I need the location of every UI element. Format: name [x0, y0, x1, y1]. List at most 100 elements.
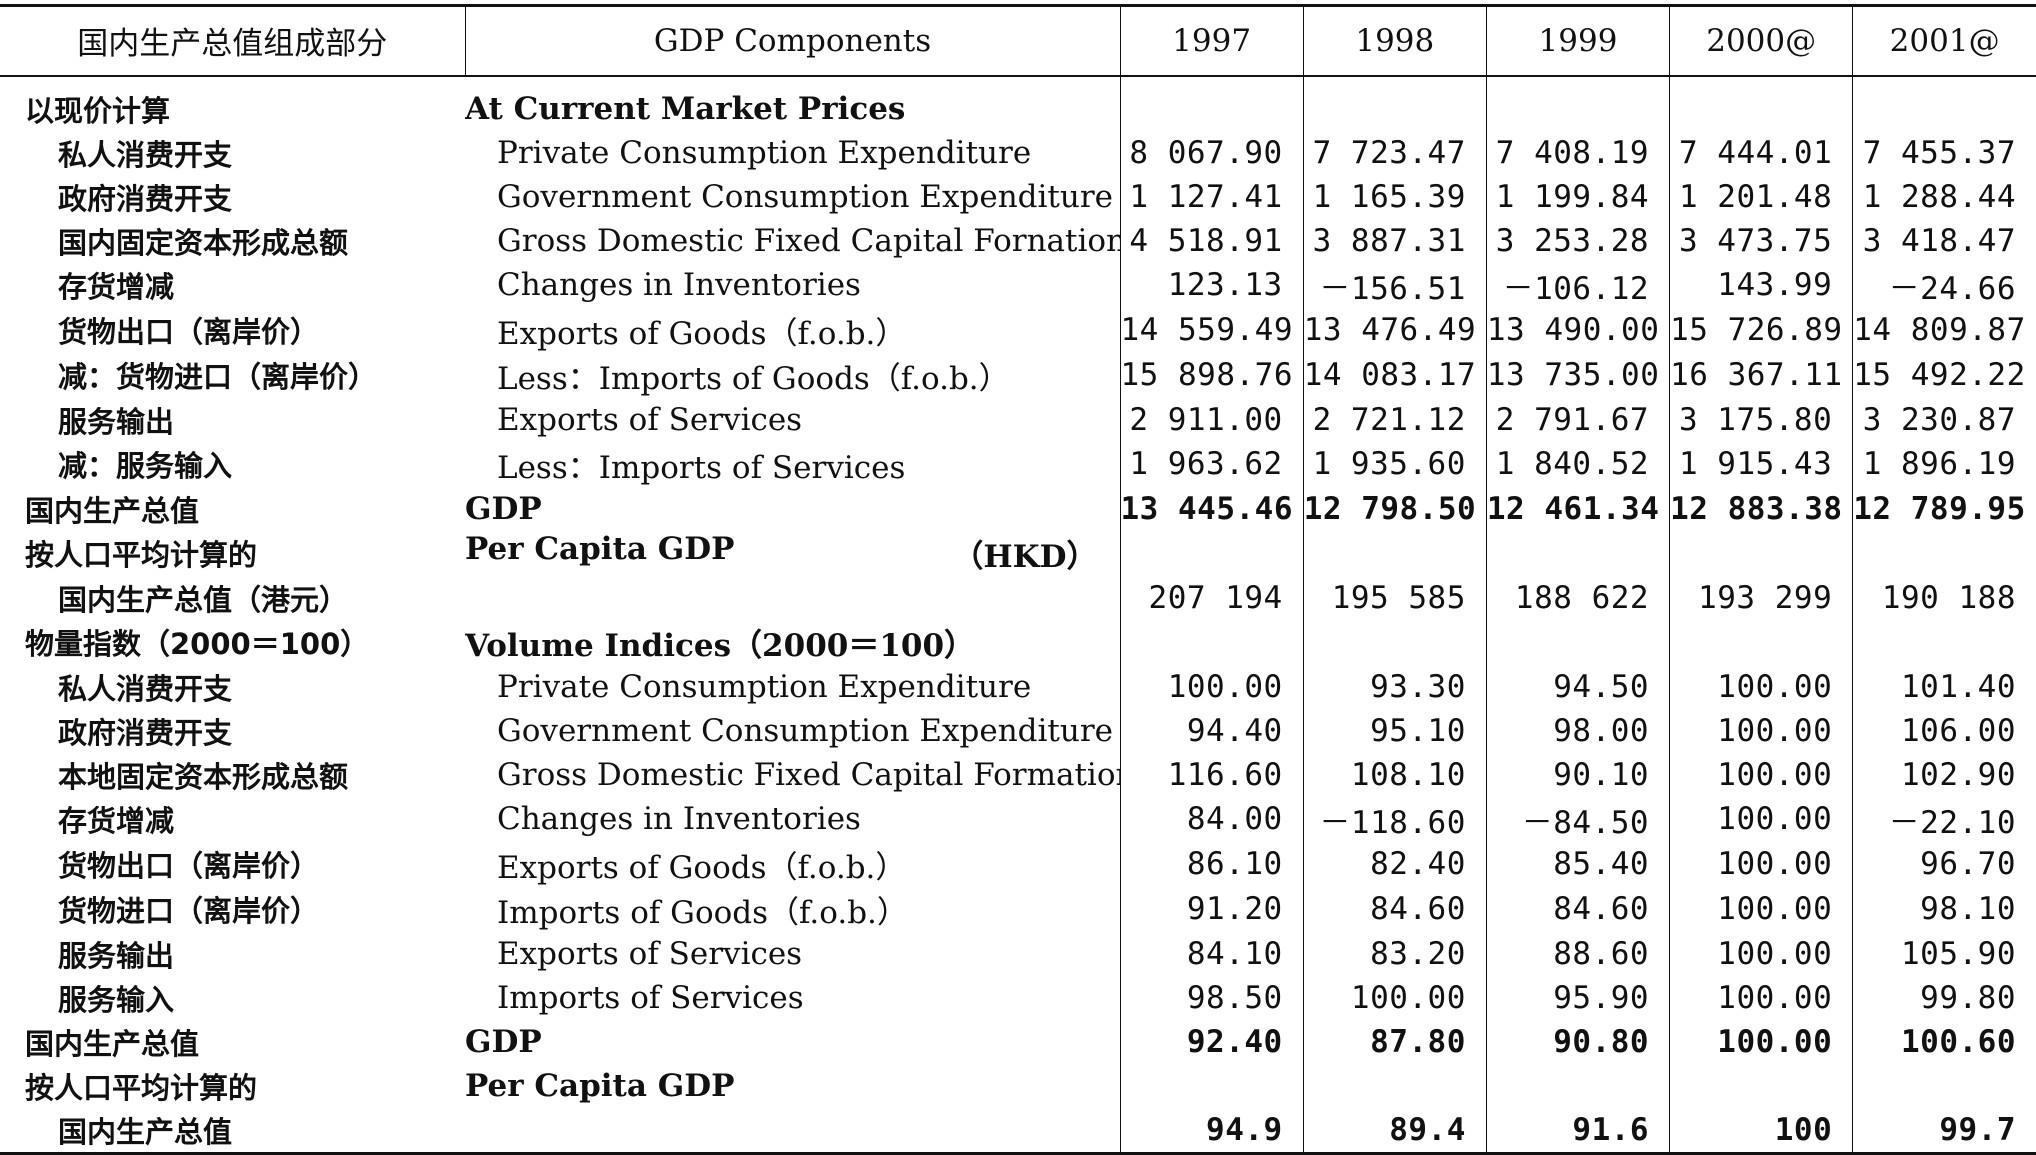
row-label-en: Less：Imports of Goods（f.o.b.） [465, 353, 1120, 398]
value-cell-2001: 99.80 [1852, 975, 2036, 1020]
table-row: 国内生产总值 94.9 89.4 91.6 100 99.7 [0, 1107, 2036, 1155]
value-cell-2000: 7 444.01 [1669, 130, 1853, 175]
table-row: 服务输出 Exports of Services 84.10 83.20 88.60 10… [0, 931, 2036, 976]
row-label-zh: 以现价计算 [25, 93, 171, 128]
value-cell-1999: 188 622 [1485, 575, 1670, 620]
value-cell-2001: 1 896.19 [1852, 441, 2036, 487]
table-row: 减：货物进口（离岸价） Less：Imports of Goods（f.o.b.）… [0, 352, 2036, 398]
row-label-en-text: Gross Domestic Fixed Capital Fornation [497, 222, 1121, 259]
row-label-zh: 存货增减 [58, 804, 175, 838]
row-label-zh: 服务输入 [58, 982, 175, 1017]
currency-unit: （HKD） [952, 538, 1098, 575]
table-row: 按人口平均计算的 Per Capita GDP [0, 1063, 2036, 1108]
row-label-zh: 减：服务输入 [58, 449, 233, 483]
value-cell-2000: 100.00 [1669, 752, 1853, 797]
row-label-en-text: Less：Imports of Goods（f.o.b.） [497, 360, 1010, 397]
value-cell-2000 [1669, 1063, 1853, 1108]
value-cell-1999 [1485, 75, 1670, 131]
value-cell-1998: 13 476.49 [1302, 307, 1487, 353]
value-cell-2001 [1852, 619, 2036, 665]
value-cell-2000: 16 367.11 [1669, 352, 1853, 398]
value-cell-2001 [1852, 75, 2036, 131]
value-cell-1998: 1 935.60 [1302, 441, 1487, 487]
value-cell-1999: 3 253.28 [1485, 218, 1670, 263]
value-cell-1997: 94.40 [1119, 708, 1304, 753]
table-row: 服务输入 Imports of Services 98.50 100.00 95.90 1… [0, 975, 2036, 1020]
table-row: 国内生产总值 GDP 92.40 87.80 90.80 100.00 100.60 [0, 1019, 2036, 1064]
row-label-en-text: Imports of Goods（f.o.b.） [497, 894, 908, 931]
table-row: 服务输出 Exports of Services 2 911.00 2 721.12 2… [0, 397, 2036, 442]
table-row: 国内固定资本形成总额 Gross Domestic Fixed Capital F… [0, 218, 2036, 263]
value-cell-1998: 83.20 [1302, 931, 1487, 976]
row-label-zh: 国内生产总值 [0, 1107, 465, 1155]
value-cell-2001: 7 455.37 [1852, 130, 2036, 175]
row-label-en: Gross Domestic Fixed Capital Formation [465, 753, 1120, 797]
row-label-en-text: Changes in Inventories [497, 267, 861, 303]
value-cell-2000: 12 883.38 [1669, 486, 1853, 531]
row-label-zh: 服务输出 [58, 404, 175, 439]
value-cell-1998: 95.10 [1302, 708, 1487, 753]
row-label-en-text: Per Capita GDP [465, 530, 735, 567]
value-cell-2001: 1 288.44 [1852, 174, 2036, 219]
value-cell-2000: 100.00 [1669, 1019, 1853, 1064]
value-cell-1997: 207 194 [1119, 575, 1304, 620]
row-label-zh: 国内生产总值 [25, 1026, 200, 1061]
value-cell-2000: 15 726.89 [1669, 307, 1853, 353]
row-label-en: Volume Indices（2000＝100） [465, 620, 1120, 665]
row-label-zh: 减：货物进口（离岸价） [58, 360, 378, 394]
row-label-en: GDP [465, 487, 1120, 531]
value-cell-1999: 7 408.19 [1485, 130, 1670, 175]
table-row: 政府消费开支 Government Consumption Expenditure… [0, 708, 2036, 753]
value-cell-1998: 14 083.17 [1302, 352, 1487, 398]
value-cell-2000: 100.00 [1669, 796, 1853, 842]
row-label-zh: 货物出口（离岸价） [58, 315, 320, 349]
value-cell-1998: 195 585 [1302, 575, 1487, 620]
value-cell-2000 [1669, 530, 1853, 576]
value-cell-1998: 1 165.39 [1302, 174, 1487, 219]
header-year-2000: 2000@ [1669, 4, 1853, 77]
value-cell-1998: 3 887.31 [1302, 218, 1487, 263]
row-label-en-text: Exports of Services [497, 401, 803, 438]
table-row: 国内生产总值 GDP 13 445.46 12 798.50 12 461.34 12 8… [0, 486, 2036, 531]
table-row: 按人口平均计算的 Per Capita GDP （HKD） [0, 530, 2036, 576]
table-row: 货物出口（离岸价） Exports of Goods（f.o.b.） 86.10 82… [0, 841, 2036, 887]
row-label-en: Exports of Goods（f.o.b.） [465, 308, 1120, 353]
row-label-en: Exports of Services [465, 398, 1120, 442]
value-cell-1999: 2 791.67 [1485, 397, 1670, 442]
value-cell-1999: 85.40 [1485, 841, 1670, 887]
value-cell-2001: 100.60 [1852, 1019, 2036, 1064]
header-year-1997: 1997 [1119, 4, 1304, 77]
row-label-zh: 本地固定资本形成总额 [58, 759, 349, 794]
row-label-en-text: Imports of Services [497, 979, 804, 1016]
value-cell-1997: 98.50 [1119, 975, 1304, 1020]
row-label-zh: 私人消费开支 [58, 671, 233, 706]
value-cell-1999: 98.00 [1485, 708, 1670, 753]
row-label-en: Imports of Goods（f.o.b.） [465, 887, 1120, 932]
row-label-en: Exports of Goods（f.o.b.） [465, 842, 1120, 887]
row-label-en: Changes in Inventories [465, 797, 1120, 842]
value-cell-2000: 100.00 [1669, 975, 1853, 1020]
table-row: 以现价计算 At Current Market Prices [0, 75, 2036, 131]
row-label-en: At Current Market Prices [465, 76, 1120, 131]
value-cell-1999: 91.6 [1485, 1107, 1670, 1155]
value-cell-1998: 87.80 [1302, 1019, 1487, 1064]
value-cell-1998 [1302, 619, 1487, 665]
value-cell-1999 [1485, 1063, 1670, 1108]
table-body: 以现价计算 At Current Market Prices 私人消费开支 Priva… [0, 75, 2036, 1155]
value-cell-2001: 12 789.95 [1852, 486, 2036, 531]
value-cell-1998: 93.30 [1302, 664, 1487, 709]
value-cell-1998: 7 723.47 [1302, 130, 1487, 175]
value-cell-1999 [1485, 619, 1670, 665]
table-row: 国内生产总值（港元） 207 194 195 585 188 622 193 299 19… [0, 575, 2036, 620]
table-row: 物量指数（2000＝100） Volume Indices（2000＝100） [0, 619, 2036, 665]
value-cell-2001: －22.10 [1852, 796, 2036, 842]
row-label-zh: 物量指数（2000＝100） [25, 627, 370, 661]
row-label-en-text: Less：Imports of Services [497, 449, 906, 486]
value-cell-1998: 100.00 [1302, 975, 1487, 1020]
row-label-zh: 政府消费开支 [58, 715, 233, 750]
row-label-zh: 国内固定资本形成总额 [58, 225, 349, 260]
row-label-en: Per Capita GDP [465, 1064, 1120, 1108]
value-cell-2000: 143.99 [1669, 262, 1853, 308]
value-cell-1997: 1 963.62 [1119, 441, 1304, 487]
value-cell-1998: 84.60 [1302, 886, 1487, 932]
